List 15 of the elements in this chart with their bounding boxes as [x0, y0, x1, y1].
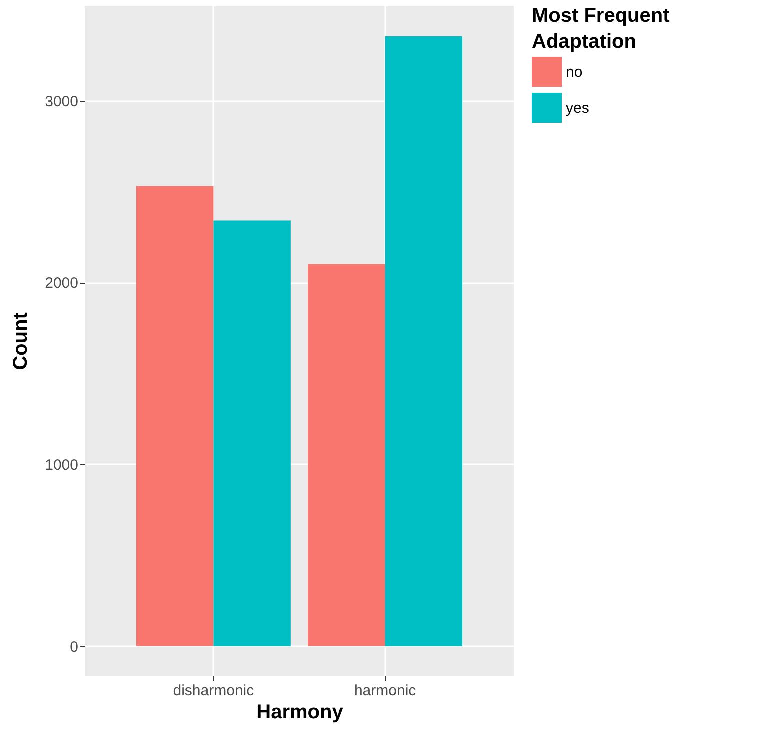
bar — [308, 264, 386, 646]
bar — [214, 220, 291, 646]
legend-title: Most Frequent Adaptation — [532, 5, 670, 53]
legend-label: yes — [566, 100, 590, 117]
y-tick-label: 2000 — [45, 275, 78, 292]
y-tick-label: 3000 — [45, 93, 78, 110]
bar — [136, 186, 214, 646]
y-tick-label: 1000 — [45, 456, 78, 474]
y-tick-label: 0 — [70, 638, 78, 656]
x-tick-label: disharmonic — [173, 682, 255, 700]
y-axis-title: Count — [10, 312, 32, 370]
bar — [385, 36, 463, 646]
x-tick-label: harmonic — [354, 682, 417, 700]
legend-label: no — [566, 64, 583, 81]
x-axis-title: Harmony — [256, 702, 344, 724]
